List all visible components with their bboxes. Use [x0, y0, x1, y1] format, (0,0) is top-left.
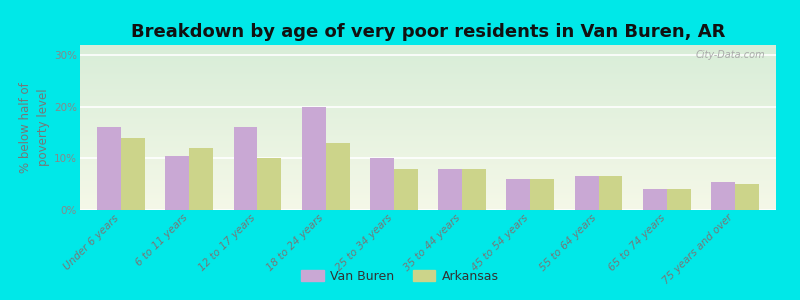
Bar — [667, 189, 690, 210]
Text: City-Data.com: City-Data.com — [696, 50, 766, 60]
Bar — [370, 158, 394, 210]
Bar — [394, 169, 418, 210]
Bar — [598, 176, 622, 210]
Bar — [735, 184, 759, 210]
Bar — [711, 182, 735, 210]
Bar — [302, 107, 326, 210]
Bar — [326, 143, 350, 210]
Bar — [574, 176, 598, 210]
Bar — [234, 128, 258, 210]
Bar — [462, 169, 486, 210]
Title: Breakdown by age of very poor residents in Van Buren, AR: Breakdown by age of very poor residents … — [131, 23, 725, 41]
Bar — [643, 189, 667, 210]
Bar — [438, 169, 462, 210]
Y-axis label: % below half of
poverty level: % below half of poverty level — [19, 82, 50, 173]
Bar — [97, 128, 121, 210]
Bar — [121, 138, 145, 210]
Bar — [166, 156, 189, 210]
Legend: Van Buren, Arkansas: Van Buren, Arkansas — [296, 265, 504, 288]
Bar — [189, 148, 213, 210]
Bar — [530, 179, 554, 210]
Bar — [506, 179, 530, 210]
Bar — [258, 158, 282, 210]
